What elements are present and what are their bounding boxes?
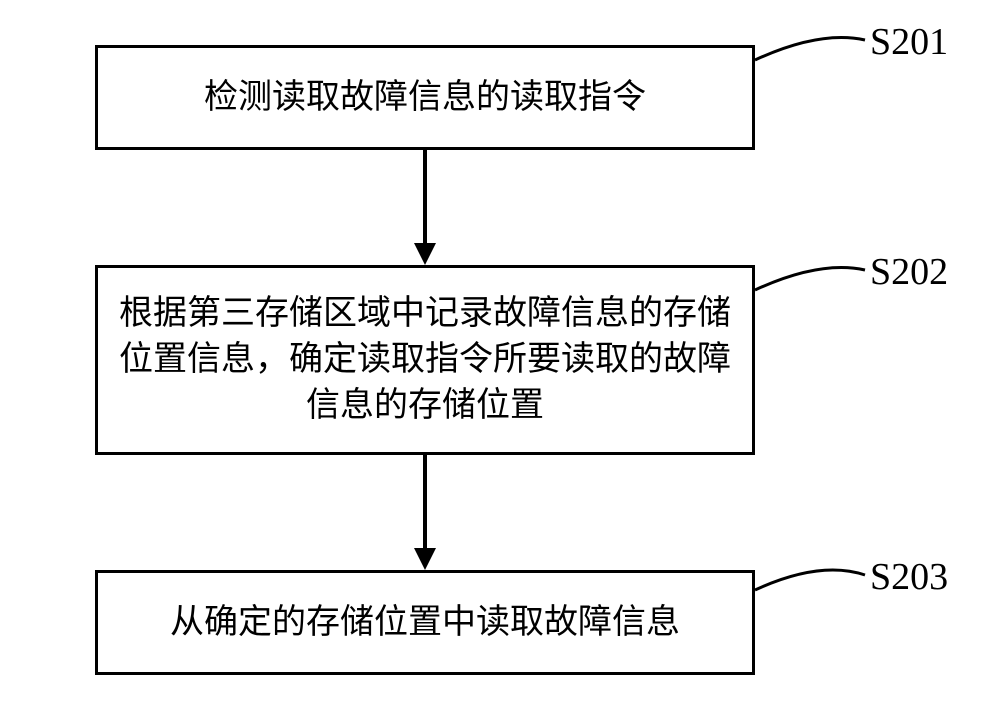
flowchart-canvas: 检测读取故障信息的读取指令 S201 根据第三存储区域中记录故障信息的存储位置信… (0, 0, 1000, 708)
leader-s203 (0, 0, 1000, 708)
label-s203-text: S203 (870, 556, 948, 598)
label-s203: S203 (870, 555, 948, 599)
